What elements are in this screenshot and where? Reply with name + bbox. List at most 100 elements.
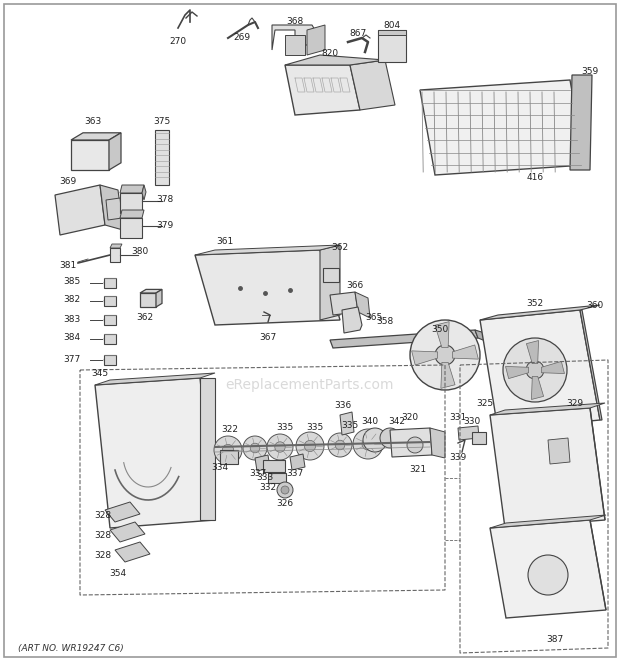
Circle shape [223, 444, 234, 455]
Text: 365: 365 [365, 313, 383, 323]
Bar [155, 130, 169, 185]
Text: 383: 383 [63, 315, 81, 323]
Text: 325: 325 [476, 399, 494, 407]
Polygon shape [480, 305, 600, 320]
Polygon shape [453, 345, 479, 359]
Bar [104, 278, 116, 288]
Circle shape [380, 428, 400, 448]
Text: 381: 381 [60, 260, 77, 270]
Text: 363: 363 [84, 118, 102, 126]
Bar [104, 334, 116, 344]
Bar [120, 193, 142, 213]
Circle shape [304, 440, 316, 451]
Text: 331: 331 [450, 414, 467, 422]
Text: 350: 350 [432, 325, 449, 334]
Polygon shape [285, 35, 305, 55]
Polygon shape [441, 362, 455, 389]
Bar [472, 432, 486, 444]
Polygon shape [475, 330, 488, 342]
Text: 820: 820 [321, 50, 339, 59]
Polygon shape [106, 198, 122, 220]
Text: (ART NO. WR19247 C6): (ART NO. WR19247 C6) [18, 644, 124, 652]
Text: 360: 360 [587, 301, 604, 311]
Polygon shape [142, 185, 146, 200]
Text: 326: 326 [277, 500, 293, 508]
Circle shape [296, 432, 324, 460]
Polygon shape [490, 515, 606, 528]
Circle shape [328, 433, 352, 457]
Circle shape [407, 437, 423, 453]
Circle shape [353, 429, 383, 459]
Polygon shape [195, 250, 340, 325]
Polygon shape [330, 330, 478, 348]
Text: 358: 358 [376, 317, 394, 327]
Polygon shape [115, 542, 150, 562]
Text: 804: 804 [383, 22, 401, 30]
Text: 362: 362 [136, 313, 154, 323]
Bar [104, 315, 116, 325]
Polygon shape [71, 133, 121, 140]
Polygon shape [355, 292, 370, 318]
Text: 354: 354 [110, 570, 126, 578]
Text: 342: 342 [389, 418, 405, 426]
Polygon shape [590, 408, 605, 520]
Circle shape [281, 486, 289, 494]
Text: 387: 387 [546, 635, 564, 644]
Bar [268, 473, 286, 483]
Circle shape [362, 438, 374, 450]
Polygon shape [342, 307, 362, 333]
Polygon shape [412, 351, 438, 365]
Text: 339: 339 [450, 453, 467, 463]
Text: 379: 379 [156, 221, 174, 229]
FancyBboxPatch shape [140, 293, 156, 307]
FancyBboxPatch shape [71, 140, 109, 170]
Polygon shape [120, 185, 144, 193]
Text: 359: 359 [582, 67, 599, 77]
Text: 321: 321 [409, 465, 427, 475]
Text: 867: 867 [350, 30, 366, 38]
Text: 328: 328 [94, 512, 112, 520]
Circle shape [410, 320, 480, 390]
Polygon shape [378, 30, 406, 35]
Text: 328: 328 [94, 531, 112, 541]
Text: 330: 330 [463, 418, 480, 426]
Polygon shape [541, 362, 564, 373]
Text: 328: 328 [94, 551, 112, 561]
Bar [378, 30, 406, 62]
Polygon shape [435, 322, 449, 348]
Circle shape [503, 338, 567, 402]
Polygon shape [490, 408, 605, 528]
Circle shape [526, 361, 544, 379]
Text: 335: 335 [306, 424, 324, 432]
Polygon shape [290, 454, 305, 470]
Text: 333: 333 [257, 473, 273, 483]
Circle shape [277, 482, 293, 498]
Bar [120, 218, 142, 238]
Polygon shape [110, 522, 145, 542]
Text: 367: 367 [259, 334, 277, 342]
Text: 332: 332 [259, 483, 277, 492]
Polygon shape [110, 244, 122, 248]
Polygon shape [548, 438, 570, 464]
Polygon shape [195, 245, 340, 255]
Bar [220, 450, 238, 464]
Polygon shape [580, 310, 602, 420]
Polygon shape [320, 245, 340, 320]
Polygon shape [430, 428, 445, 458]
Circle shape [335, 440, 345, 449]
Text: 352: 352 [526, 299, 544, 309]
Polygon shape [330, 292, 358, 315]
Bar [263, 460, 285, 472]
Polygon shape [307, 25, 325, 55]
Polygon shape [505, 366, 529, 379]
Polygon shape [285, 55, 385, 65]
Text: 337: 337 [249, 469, 267, 477]
Polygon shape [350, 60, 395, 110]
Text: 385: 385 [63, 278, 81, 286]
Polygon shape [100, 185, 123, 230]
Polygon shape [156, 290, 162, 307]
Circle shape [528, 555, 568, 595]
Polygon shape [531, 377, 544, 399]
Text: eReplacementParts.com: eReplacementParts.com [226, 378, 394, 392]
Polygon shape [590, 520, 606, 610]
